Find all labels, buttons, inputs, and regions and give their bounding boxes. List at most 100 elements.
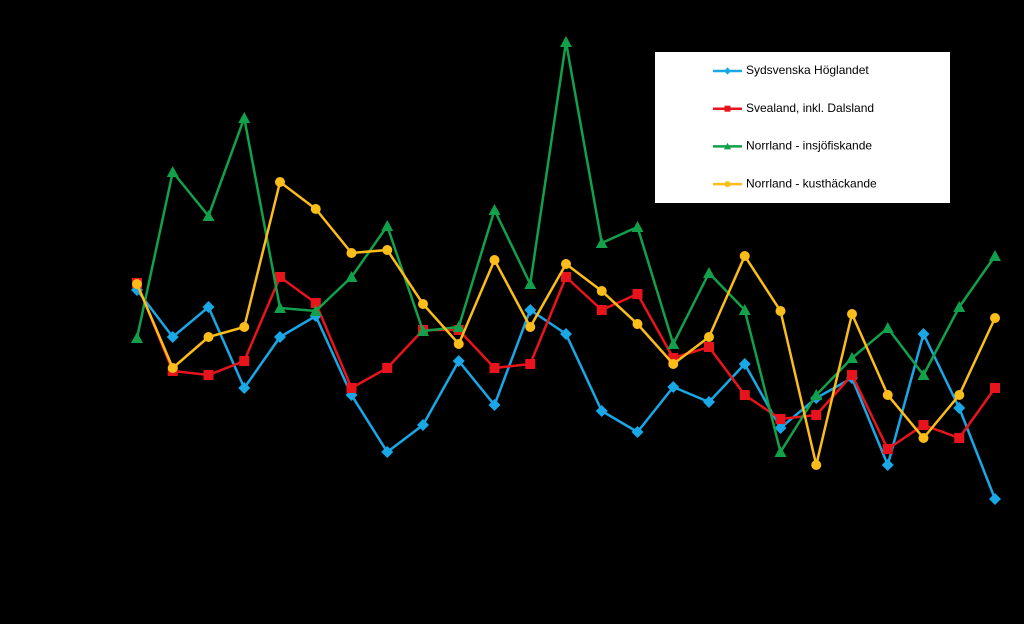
marker: [275, 272, 285, 282]
marker: [631, 426, 644, 438]
marker: [239, 356, 250, 366]
marker: [846, 352, 858, 363]
marker: [917, 328, 930, 340]
marker: [881, 322, 894, 333]
marker: [274, 302, 286, 313]
marker: [561, 272, 571, 282]
marker: [310, 204, 321, 214]
marker: [990, 313, 1000, 323]
marker: [452, 321, 465, 332]
marker: [775, 414, 786, 424]
marker: [918, 433, 929, 443]
marker: [703, 396, 715, 408]
marker: [524, 304, 537, 316]
marker: [345, 271, 358, 282]
marker: [811, 410, 822, 420]
marker: [667, 381, 680, 393]
legend-label: Norrland - kusthäckande: [746, 176, 877, 190]
legend-label: Sydsvenska Höglandet: [746, 63, 869, 77]
marker: [724, 181, 731, 188]
marker: [452, 355, 465, 367]
marker: [703, 267, 715, 278]
marker: [166, 166, 179, 177]
marker: [595, 405, 608, 417]
marker: [632, 289, 643, 299]
marker: [882, 390, 893, 400]
marker: [560, 36, 572, 47]
marker: [524, 278, 537, 289]
marker: [775, 306, 786, 316]
marker: [738, 304, 751, 315]
marker: [882, 444, 893, 454]
marker: [167, 363, 178, 373]
marker: [724, 105, 731, 112]
marker: [881, 459, 894, 471]
marker: [704, 342, 714, 352]
marker: [488, 399, 501, 411]
marker: [847, 370, 857, 380]
marker: [418, 299, 428, 309]
marker: [131, 332, 143, 343]
legend-label: Svealand, inkl. Dalsland: [746, 101, 874, 115]
marker: [704, 332, 714, 342]
marker: [595, 237, 608, 248]
marker: [954, 390, 965, 400]
marker: [382, 245, 393, 255]
marker: [811, 460, 822, 470]
marker: [953, 301, 966, 312]
marker: [990, 383, 1000, 393]
marker: [203, 332, 214, 342]
marker: [847, 309, 857, 319]
marker: [346, 248, 357, 258]
marker: [238, 382, 251, 394]
marker: [954, 433, 965, 443]
marker: [275, 177, 285, 187]
marker: [132, 279, 142, 289]
marker: [166, 331, 179, 343]
marker: [774, 446, 787, 457]
marker: [346, 383, 357, 393]
marker: [488, 204, 501, 215]
marker: [561, 259, 571, 269]
marker: [309, 305, 322, 316]
marker: [202, 210, 215, 221]
marker: [668, 359, 679, 369]
marker: [274, 331, 286, 343]
marker: [739, 251, 750, 261]
marker: [596, 286, 607, 296]
marker: [525, 359, 536, 369]
marker: [417, 419, 429, 431]
marker: [310, 298, 321, 308]
marker: [560, 328, 572, 340]
marker: [723, 142, 732, 150]
marker: [203, 370, 214, 380]
marker: [953, 402, 966, 414]
marker: [632, 319, 643, 329]
marker: [489, 255, 500, 265]
marker: [596, 305, 607, 315]
marker: [739, 390, 750, 400]
marker: [774, 422, 787, 434]
marker: [525, 322, 536, 332]
marker: [381, 446, 394, 458]
legend-label: Norrland - insjöfiskande: [746, 139, 872, 153]
marker: [239, 322, 250, 332]
marker: [238, 112, 251, 123]
marker: [917, 369, 930, 380]
marker: [989, 250, 1001, 261]
marker: [668, 353, 679, 363]
marker: [631, 221, 644, 232]
marker: [381, 220, 394, 231]
marker: [489, 363, 500, 373]
marker: [667, 338, 680, 349]
marker: [738, 358, 751, 370]
marker: [918, 420, 929, 430]
marker: [202, 301, 215, 313]
legend: [655, 52, 950, 203]
marker: [810, 389, 823, 400]
marker: [417, 325, 429, 336]
marker: [382, 363, 393, 373]
marker: [989, 493, 1001, 505]
